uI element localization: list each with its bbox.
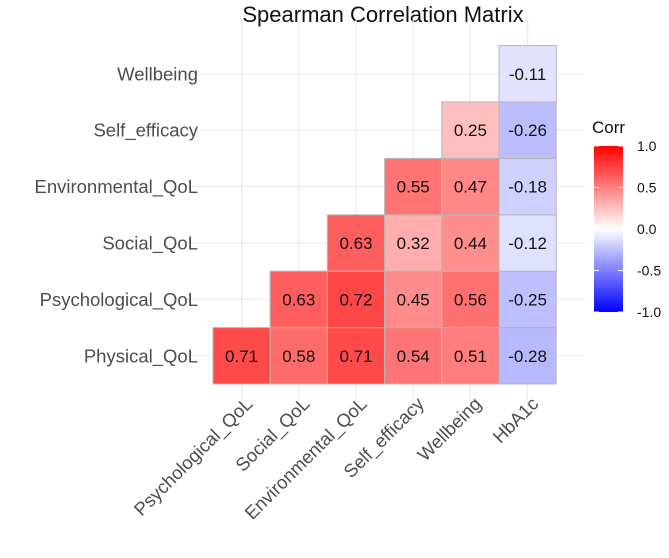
heatmap-cell-hba1c-wellbeing: -0.11 <box>498 45 557 103</box>
heatmap-cell-self-efficacy-psychological-qol: 0.45 <box>384 270 443 329</box>
cell-value-label: -0.18 <box>508 178 547 197</box>
cell-value-label: 0.45 <box>397 290 430 309</box>
heatmap-cell-wellbeing-physical-qol: 0.51 <box>441 327 500 385</box>
heatmap-cell-self-efficacy-physical-qol: 0.54 <box>384 327 443 385</box>
heatmap-cell-wellbeing-social-qol: 0.44 <box>441 214 500 272</box>
cell-value-label: 0.55 <box>397 178 430 197</box>
heatmap-cell-social-qol-physical-qol: 0.58 <box>269 327 328 385</box>
cell-tile <box>212 327 271 385</box>
heatmap-cell-environmental-qol-social-qol: 0.63 <box>326 214 386 272</box>
legend-ticks: 1.0 0.5 0.0 -0.5 -1.0 <box>594 138 661 320</box>
heatmap-cell-wellbeing-environmental-qol: 0.47 <box>441 157 500 216</box>
y-tick-label-wellbeing: Wellbeing <box>117 63 198 84</box>
cell-value-label: 0.47 <box>454 178 487 197</box>
cell-value-label: 0.32 <box>397 234 430 253</box>
legend-title: Corr <box>592 118 625 137</box>
y-axis-tick-labels: Physical_QoL Psychological_QoL Social_QoL E… <box>34 63 198 367</box>
legend-tick-label: 0.0 <box>637 221 657 237</box>
cell-tile <box>498 214 557 272</box>
heatmap-cell-wellbeing-psychological-qol: 0.56 <box>441 270 500 329</box>
cell-tile <box>498 327 557 385</box>
cell-value-label: -0.25 <box>508 290 547 309</box>
chart-title: Spearman Correlation Matrix <box>242 2 523 27</box>
cell-tile <box>384 157 443 216</box>
x-axis-tick-labels: Psychological_QoLSocial_QoLEnvironmental… <box>130 392 543 524</box>
cell-tile <box>441 327 500 385</box>
cell-value-label: 0.54 <box>397 347 430 366</box>
cell-value-label: 0.51 <box>454 347 487 366</box>
y-tick-label-environmental-qol: Environmental_QoL <box>34 176 198 198</box>
cell-value-label: 0.56 <box>454 290 487 309</box>
cell-value-label: -0.28 <box>508 347 547 366</box>
cell-tile <box>326 214 386 272</box>
legend-tick-label: 0.5 <box>637 180 657 196</box>
cell-value-label: 0.63 <box>282 290 315 309</box>
heatmap-cell-self-efficacy-social-qol: 0.32 <box>384 214 443 272</box>
legend-tick-label: -1.0 <box>637 304 661 320</box>
heatmap-cell-hba1c-environmental-qol: -0.18 <box>498 157 557 216</box>
heatmap-cell-hba1c-social-qol: -0.12 <box>498 214 557 272</box>
cell-tile <box>498 157 557 216</box>
y-tick-label-physical-qol: Physical_QoL <box>84 345 198 367</box>
heatmap-cell-hba1c-physical-qol: -0.28 <box>498 327 557 385</box>
cell-value-label: 0.25 <box>454 121 487 140</box>
cell-value-label: -0.11 <box>509 65 547 84</box>
cell-tile <box>269 270 328 329</box>
y-tick-label-psychological-qol: Psychological_QoL <box>40 289 198 311</box>
cell-value-label: 0.58 <box>282 347 315 366</box>
cell-tile <box>441 270 500 329</box>
heatmap-cell-environmental-qol-psychological-qol: 0.72 <box>326 270 386 329</box>
heatmap-cell-psychological-qol-physical-qol: 0.71 <box>212 327 271 385</box>
cell-tile <box>384 214 443 272</box>
cell-value-label: 0.63 <box>339 234 372 253</box>
heatmap-cell-wellbeing-self-efficacy: 0.25 <box>441 101 500 159</box>
cell-value-label: -0.12 <box>508 234 547 253</box>
cell-value-label: 0.72 <box>339 290 372 309</box>
heatmap-cell-environmental-qol-physical-qol: 0.71 <box>326 327 386 385</box>
heatmap-cell-hba1c-psychological-qol: -0.25 <box>498 270 557 329</box>
cell-tile <box>441 214 500 272</box>
color-legend: Corr 1.0 0.5 0.0 -0.5 -1.0 <box>592 118 661 320</box>
cell-tile <box>441 157 500 216</box>
x-tick-label-hba1c: HbA1c <box>488 393 542 447</box>
cell-value-label: 0.44 <box>454 234 487 253</box>
y-tick-label-social-qol: Social_QoL <box>102 233 198 255</box>
heatmap-cells: 0.71 0.58 0.71 0.54 0.51 -0.28 0.63 0.72 0.45 0.5… <box>212 45 557 385</box>
cell-value-label: 0.71 <box>339 347 372 366</box>
heatmap-cell-self-efficacy-environmental-qol: 0.55 <box>384 157 443 216</box>
cell-tile <box>498 45 557 103</box>
y-tick-label-self-efficacy: Self_efficacy <box>93 120 198 142</box>
legend-tick-label: 1.0 <box>637 138 657 154</box>
cell-value-label: -0.26 <box>508 121 547 140</box>
heatmap-cell-social-qol-psychological-qol: 0.63 <box>269 270 328 329</box>
cell-value-label: 0.71 <box>225 347 258 366</box>
legend-tick-label: -0.5 <box>637 263 661 279</box>
cell-tile <box>498 270 557 329</box>
heatmap-cell-hba1c-self-efficacy: -0.26 <box>498 101 557 159</box>
